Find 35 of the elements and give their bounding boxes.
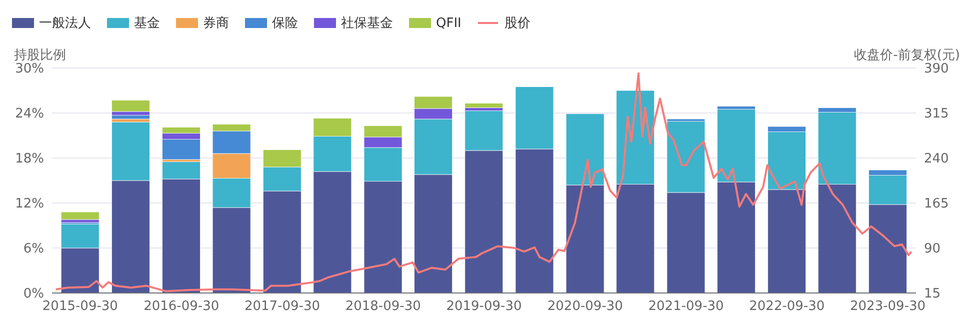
- x-tick-label: 2018-09-30: [345, 299, 421, 314]
- y2-tick-label: 165: [924, 196, 949, 212]
- bar: [60, 212, 100, 220]
- x-tick-label: 2023-09-30: [850, 299, 926, 314]
- bar: [464, 103, 504, 108]
- line-series: [54, 72, 912, 292]
- legend-label: 保险: [271, 15, 298, 32]
- legend-label: 券商: [202, 15, 229, 32]
- bar: [111, 100, 150, 112]
- x-tick-label: 2015-09-30: [42, 299, 118, 314]
- y-tick-label: 6%: [23, 242, 44, 257]
- y-tick-label: 18%: [15, 152, 44, 167]
- x-tick-label: 2016-09-30: [144, 299, 220, 314]
- y2-axis-title: 收盘价-前复权(元): [854, 47, 960, 63]
- legend-label: 一般法人: [38, 15, 91, 32]
- legend-label: 社保基金: [340, 15, 393, 32]
- bar: [111, 115, 150, 120]
- x-tick-label: 2022-09-30: [749, 299, 825, 314]
- y-tick-label: 0%: [23, 286, 44, 302]
- y2-tick-label: 15: [924, 286, 941, 302]
- legend-label: 基金: [133, 15, 160, 32]
- y2-tick-label: 90: [924, 242, 941, 257]
- x-tick-label: 2019-09-30: [446, 299, 522, 314]
- x-tick-label: 2017-09-30: [244, 299, 320, 314]
- legend-label: 股价: [503, 15, 530, 32]
- y-axis-title: 持股比例: [14, 47, 66, 63]
- y-tick-label: 12%: [15, 196, 44, 212]
- y2-tick-label: 315: [924, 106, 949, 122]
- y2-tick-label: 240: [924, 152, 949, 167]
- y-tick-label: 30%: [15, 62, 44, 77]
- legend-label: QFII: [435, 14, 462, 32]
- y-tick-label: 24%: [15, 106, 44, 122]
- x-tick-label: 2021-09-30: [648, 299, 724, 314]
- y2-tick-label: 390: [924, 62, 949, 77]
- x-tick-label: 2020-09-30: [547, 299, 623, 314]
